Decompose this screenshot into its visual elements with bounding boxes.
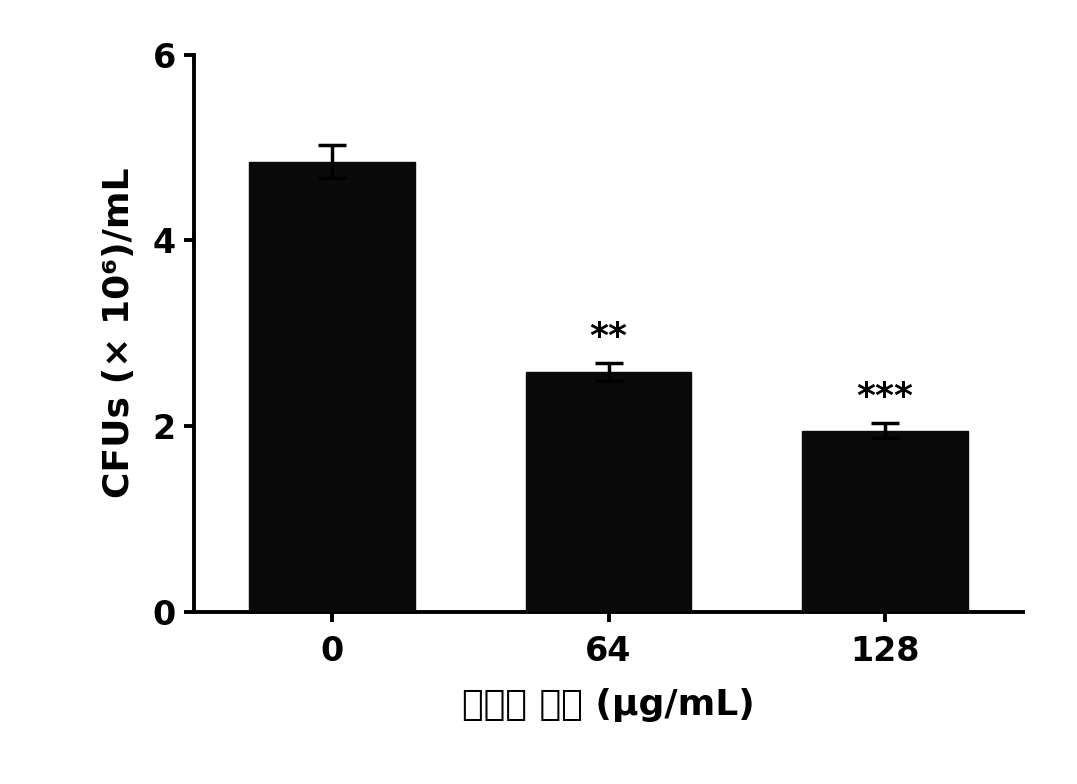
Bar [526,372,691,612]
Bar [802,430,968,612]
Bar [249,162,415,612]
Y-axis label: CFUs (× 10⁶)/mL: CFUs (× 10⁶)/mL [102,168,136,499]
X-axis label: 白杨素 浓度 (μg/mL): 白杨素 浓度 (μg/mL) [462,688,755,721]
Text: ***: *** [856,380,913,414]
Text: **: ** [589,320,628,354]
